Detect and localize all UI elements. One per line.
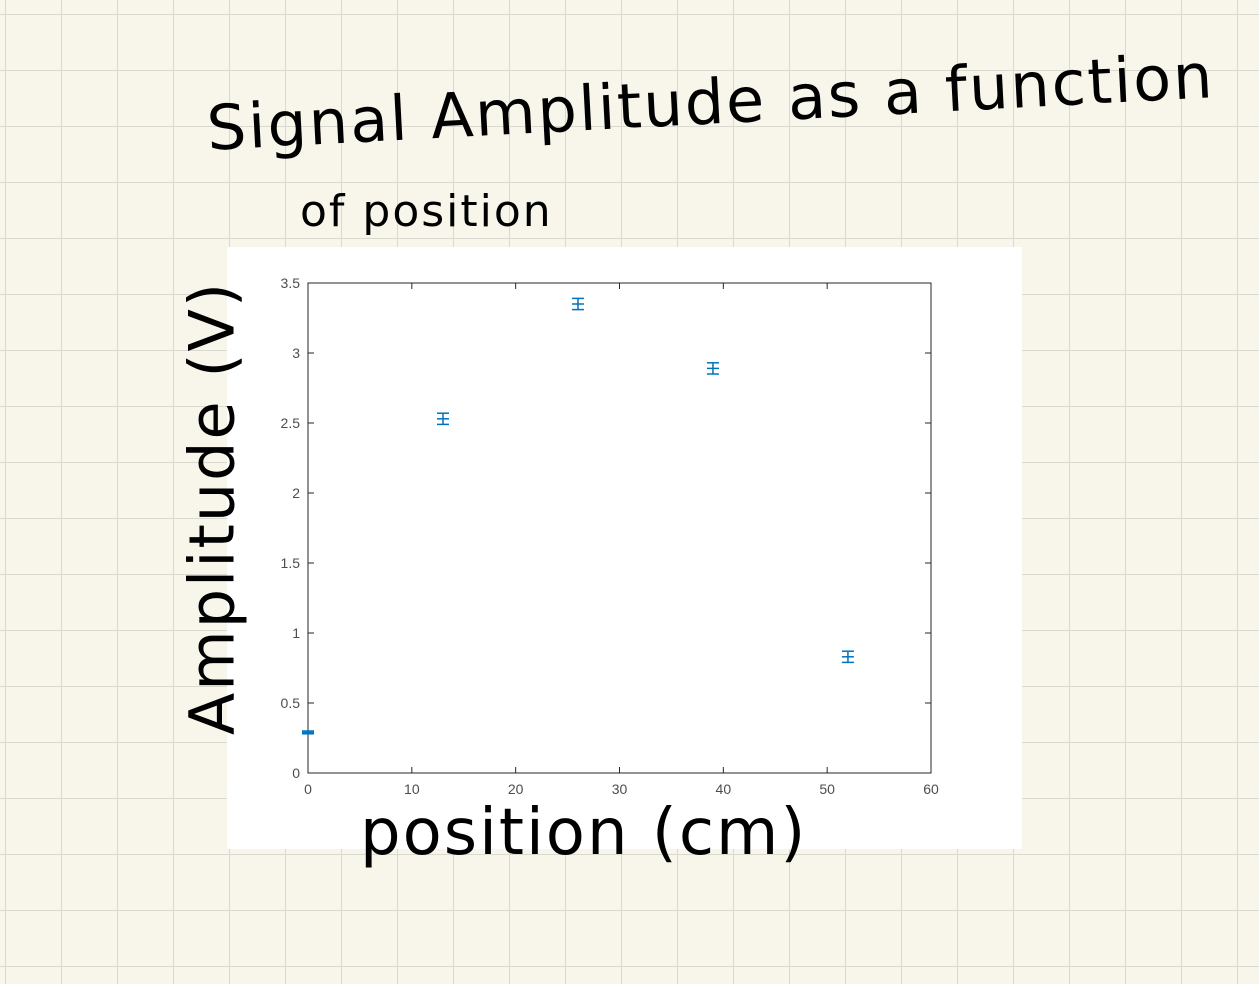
y-tick-label-2: 1	[292, 625, 300, 641]
y-tick-label-5: 2.5	[281, 415, 301, 431]
data-point-0	[302, 730, 314, 735]
x-tick-label-0: 0	[304, 781, 312, 797]
y-tick-label-7: 3.5	[281, 275, 301, 291]
data-point-1	[436, 412, 449, 426]
x-tick-label-4: 40	[716, 781, 732, 797]
x-tick-label-6: 60	[923, 781, 939, 797]
x-tick-label-1: 10	[404, 781, 420, 797]
y-tick-label-0: 0	[292, 765, 300, 781]
data-point-3	[706, 362, 719, 375]
scatter-plot: 0 10 20 30 40 50 60 0 0.5 1 1.5 2 2.5 3 3.5	[281, 275, 939, 797]
axis-ticks: 0 10 20 30 40 50 60 0 0.5 1 1.5 2 2.5 3 3.5	[281, 275, 939, 797]
data-point-4	[841, 650, 854, 664]
figure-panel: 0 10 20 30 40 50 60 0 0.5 1 1.5 2 2.5 3 3.5	[227, 247, 1022, 849]
data-markers	[302, 297, 854, 735]
data-point-2	[571, 297, 584, 311]
y-tick-label-6: 3	[292, 345, 300, 361]
chart-title-line-2: of position	[300, 186, 553, 237]
x-tick-label-5: 50	[819, 781, 835, 797]
y-axis-label: Amplitude (V)	[175, 280, 249, 736]
x-tick-label-2: 20	[508, 781, 524, 797]
x-tick-label-3: 30	[612, 781, 628, 797]
y-tick-label-1: 0.5	[281, 695, 301, 711]
plot-box	[307, 282, 932, 774]
x-axis-label: position (cm)	[360, 796, 808, 870]
y-tick-label-4: 2	[292, 485, 300, 501]
chart-title-line-1: Signal Amplitude as a function	[205, 39, 1217, 165]
y-tick-label-3: 1.5	[281, 555, 301, 571]
